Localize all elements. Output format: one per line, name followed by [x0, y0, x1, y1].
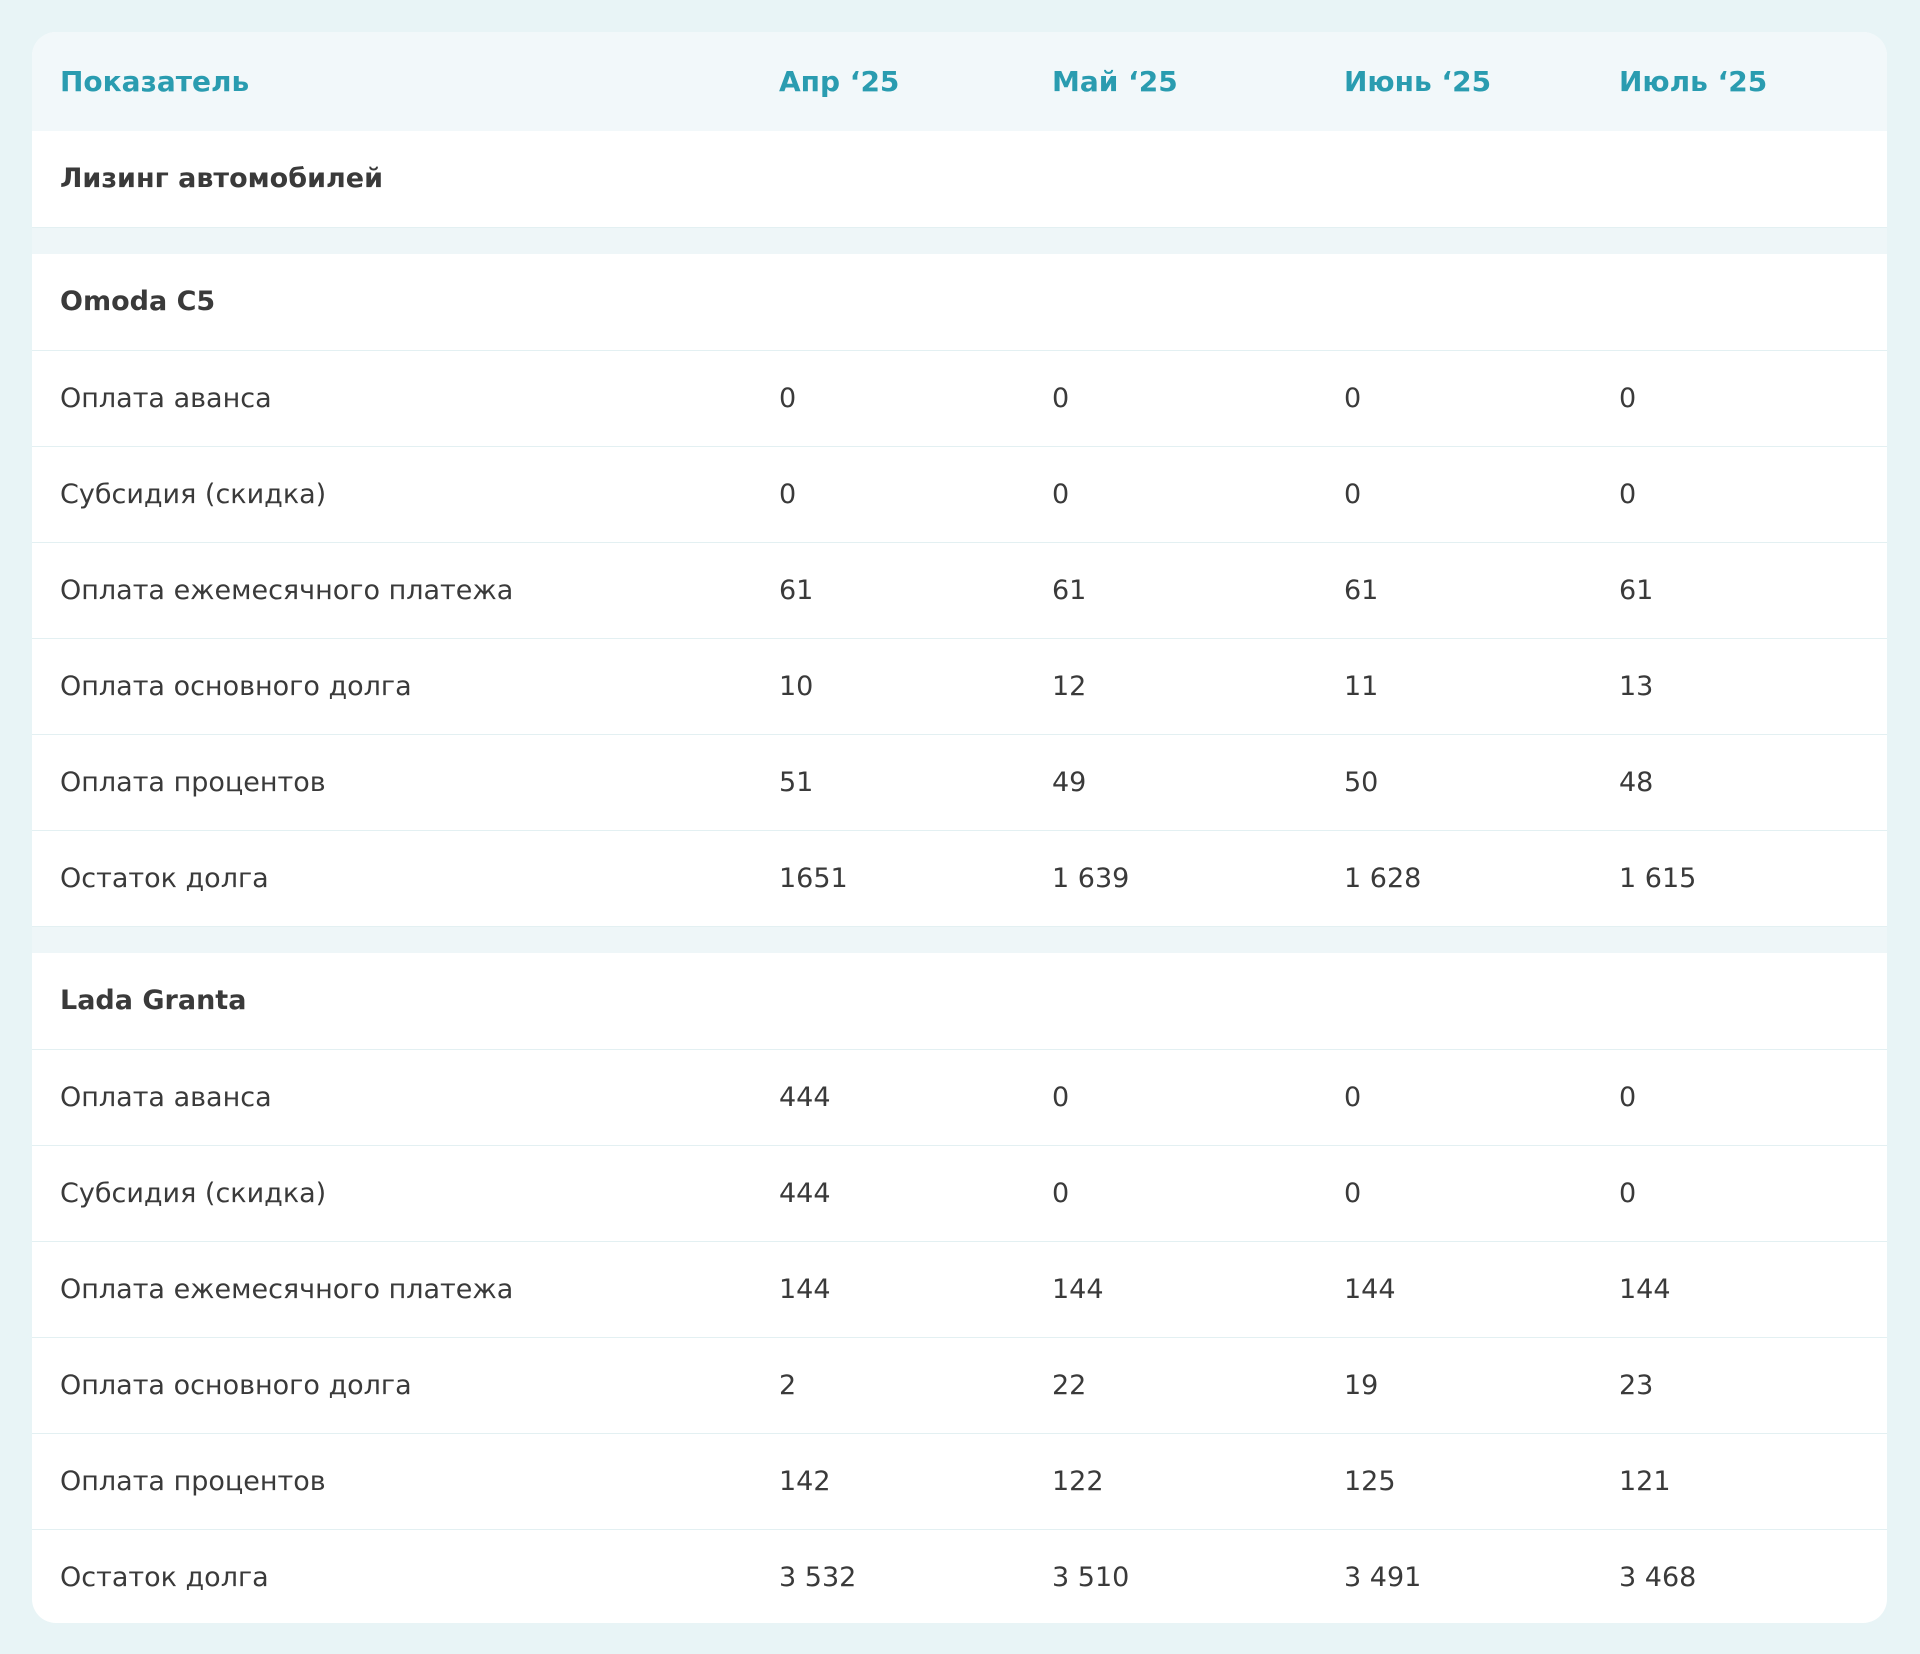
cell-value: 3 532	[779, 1561, 857, 1593]
cell-value: 3 468	[1619, 1561, 1697, 1593]
cell-value: 13	[1619, 638, 1887, 735]
cell-value: 0	[1052, 350, 1344, 447]
cell-value: 444	[779, 1049, 1052, 1146]
cell-value: 142	[779, 1433, 1052, 1530]
cell-value: 3 491	[1344, 1561, 1422, 1593]
cell-value: 0	[1344, 446, 1619, 543]
cell-value: 1 628	[1344, 830, 1619, 927]
row-label: Оплата основного долга	[32, 638, 779, 735]
cell-value: 61	[1619, 542, 1887, 639]
cell-value: 0	[1344, 350, 1619, 447]
spacer-row	[32, 227, 1887, 254]
cell-value: 0	[1052, 1145, 1344, 1242]
cell-value: 144	[1052, 1241, 1344, 1338]
group-row: Omoda C5	[32, 254, 1887, 351]
cell-value: 50	[1344, 734, 1619, 831]
cell-value: 125	[1344, 1433, 1619, 1530]
group-row: Lada Granta	[32, 953, 1887, 1050]
row-label: Оплата процентов	[32, 1433, 779, 1530]
cell-value: 144	[1344, 1241, 1619, 1338]
table: Показатель Апр ‘25 Май ‘25 Июнь ‘25 Июль ‘25…	[32, 32, 1887, 1623]
column-header: Июль ‘25	[1619, 65, 1768, 98]
cell-value: 0	[1344, 1049, 1619, 1146]
cell-value: 61	[1344, 542, 1619, 639]
cell-value: 48	[1619, 734, 1887, 831]
cell-value: 49	[1052, 734, 1344, 831]
data-row: Остаток долга 1651 1 639 1 628 1 615	[32, 830, 1887, 927]
data-row: Оплата основного долга 2 22 19 23	[32, 1337, 1887, 1434]
section-title: Лизинг автомобилей	[32, 131, 1887, 228]
cell-value: 0	[1619, 350, 1887, 447]
cell-value: 0	[1344, 1145, 1619, 1242]
column-header: Май ‘25	[1052, 65, 1178, 98]
cell-value: 121	[1619, 1433, 1887, 1530]
column-header: Показатель	[60, 65, 250, 98]
row-label: Оплата ежемесячного платежа	[32, 542, 779, 639]
group-title: Omoda C5	[32, 254, 1887, 351]
cell-value: 3 510	[1052, 1561, 1130, 1593]
row-label: Субсидия (скидка)	[32, 1145, 779, 1242]
row-label: Оплата аванса	[32, 1049, 779, 1146]
cell-value: 1 639	[1052, 830, 1344, 927]
cell-value: 61	[1052, 542, 1344, 639]
cell-value: 0	[1619, 446, 1887, 543]
row-label: Субсидия (скидка)	[32, 446, 779, 543]
cell-value: 0	[779, 350, 1052, 447]
cell-value: 23	[1619, 1337, 1887, 1434]
cell-value: 0	[1052, 1049, 1344, 1146]
row-label: Оплата процентов	[32, 734, 779, 831]
cell-value: 19	[1344, 1337, 1619, 1434]
data-row: Остаток долга 3 532 3 510 3 491 3 468	[32, 1529, 1887, 1623]
cell-value: 0	[779, 446, 1052, 543]
cell-value: 51	[779, 734, 1052, 831]
cell-value: 22	[1052, 1337, 1344, 1434]
cell-value: 12	[1052, 638, 1344, 735]
cell-value: 61	[779, 542, 1052, 639]
cell-value: 10	[779, 638, 1052, 735]
row-label: Оплата основного долга	[32, 1337, 779, 1434]
data-row: Оплата аванса 444 0 0 0	[32, 1049, 1887, 1146]
data-row: Оплата процентов 142 122 125 121	[32, 1433, 1887, 1530]
cell-value: 0	[1619, 1049, 1887, 1146]
cell-value: 144	[1619, 1241, 1887, 1338]
data-row: Оплата ежемесячного платежа 61 61 61 61	[32, 542, 1887, 639]
column-header: Апр ‘25	[779, 65, 900, 98]
header-row: Показатель Апр ‘25 Май ‘25 Июнь ‘25 Июль ‘25	[32, 32, 1887, 131]
cell-value: 11	[1344, 638, 1619, 735]
data-row: Оплата процентов 51 49 50 48	[32, 734, 1887, 831]
row-label: Оплата ежемесячного платежа	[32, 1241, 779, 1338]
cell-value: 1 615	[1619, 830, 1887, 927]
spacer-row	[32, 926, 1887, 953]
cell-value: 444	[779, 1145, 1052, 1242]
cell-value: 1651	[779, 830, 1052, 927]
cell-value: 2	[779, 1337, 1052, 1434]
section-row: Лизинг автомобилей	[32, 131, 1887, 228]
cell-value: 144	[779, 1241, 1052, 1338]
row-label: Оплата аванса	[32, 350, 779, 447]
row-label: Остаток долга	[60, 1561, 269, 1593]
data-row: Оплата аванса 0 0 0 0	[32, 350, 1887, 447]
cell-value: 0	[1619, 1145, 1887, 1242]
column-header: Июнь ‘25	[1344, 65, 1492, 98]
data-row: Оплата ежемесячного платежа 144 144 144 144	[32, 1241, 1887, 1338]
table-card: Показатель Апр ‘25 Май ‘25 Июнь ‘25 Июль ‘25…	[32, 32, 1887, 1623]
group-title: Lada Granta	[32, 953, 1887, 1050]
cell-value: 122	[1052, 1433, 1344, 1530]
data-row: Субсидия (скидка) 0 0 0 0	[32, 446, 1887, 543]
row-label: Остаток долга	[32, 830, 779, 927]
data-row: Субсидия (скидка) 444 0 0 0	[32, 1145, 1887, 1242]
data-row: Оплата основного долга 10 12 11 13	[32, 638, 1887, 735]
cell-value: 0	[1052, 446, 1344, 543]
